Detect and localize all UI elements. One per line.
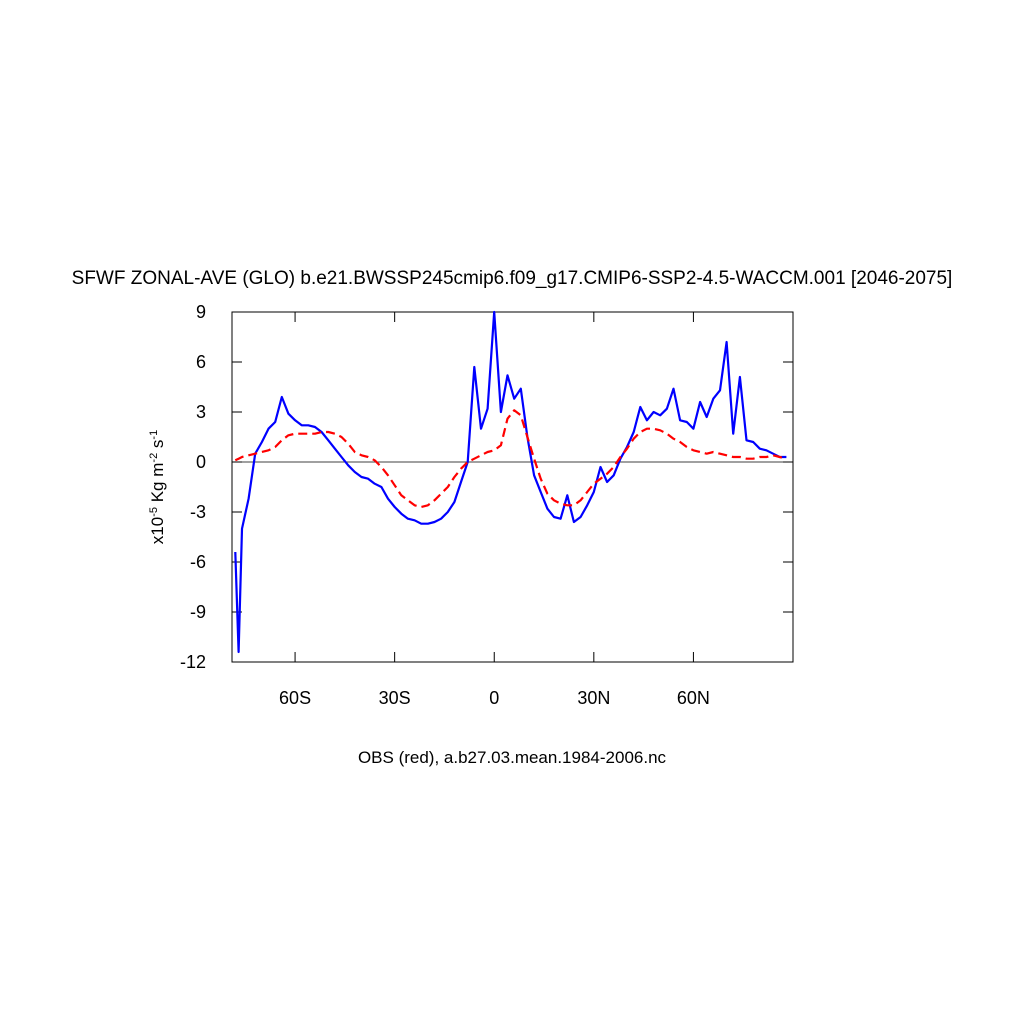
y-tick-label: 9: [196, 302, 206, 322]
y-label-text: Kg m: [148, 463, 167, 507]
y-label-text: x10: [148, 517, 167, 544]
y-tick-label: -12: [180, 652, 206, 672]
y-label-sup: -5: [148, 507, 160, 517]
series-line: [234, 310, 787, 654]
y-tick-label: -3: [190, 502, 206, 522]
y-tick-label: -6: [190, 552, 206, 572]
x-tick-label: 60S: [279, 688, 311, 708]
y-tick-label: 0: [196, 452, 206, 472]
y-label-sup: -1: [148, 430, 160, 440]
x-tick-label: 60N: [677, 688, 710, 708]
x-tick-label: 30S: [379, 688, 411, 708]
plot-frame: [231, 311, 794, 663]
y-tick-label: -9: [190, 602, 206, 622]
x-tick-label: 0: [489, 688, 499, 708]
chart-title: SFWF ZONAL-AVE (GLO) b.e21.BWSSP245cmip6…: [72, 268, 953, 289]
y-label-text: s: [148, 440, 167, 453]
x-tick-label: 30N: [577, 688, 610, 708]
y-axis-label: x10-5 Kg m-2 s-1: [148, 430, 167, 544]
y-label-sup: -2: [148, 453, 160, 463]
series-line: [234, 409, 787, 509]
x-axis-label: OBS (red), a.b27.03.mean.1984-2006.nc: [358, 748, 667, 767]
y-tick-label: 6: [196, 352, 206, 372]
y-tick-label: 3: [196, 402, 206, 422]
